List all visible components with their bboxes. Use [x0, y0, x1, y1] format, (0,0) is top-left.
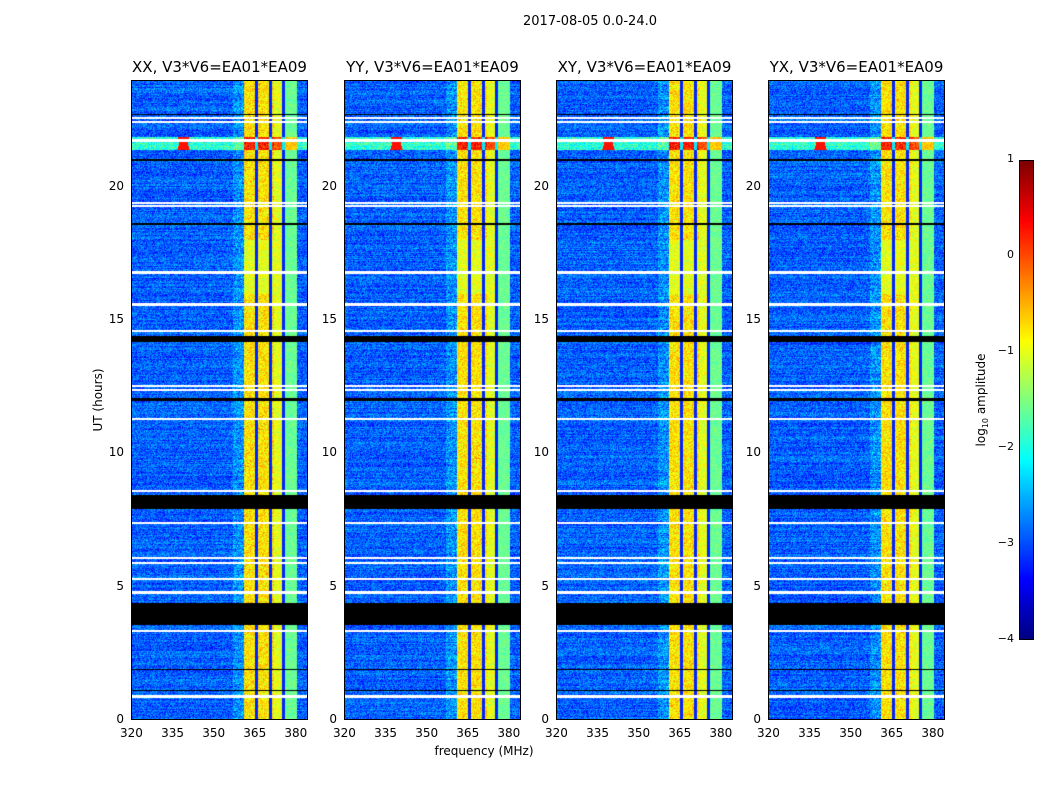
y-tick-label: 15 [108, 312, 124, 326]
spectrogram-panel-4: YX, V3*V6=EA01*EA09 320 335 350 365 380 0 5 10 15… [746, 58, 945, 740]
x-tick-label: 350 [627, 726, 651, 740]
x-tick-label: 350 [202, 726, 226, 740]
heatmap-image [556, 80, 733, 720]
panel-title: XX, V3*V6=EA01*EA09 [132, 58, 307, 76]
y-tick-label: 15 [533, 312, 549, 326]
colorbar-tick-label: −4 [997, 632, 1014, 645]
heatmap-image [344, 80, 521, 720]
colorbar-label: log10 amplitude [973, 353, 991, 447]
colorbar-tick-label: −2 [997, 440, 1014, 453]
x-tick-label: 320 [545, 726, 568, 740]
y-axis-label: UT (hours) [91, 368, 105, 432]
y-tick-label: 0 [329, 712, 337, 726]
x-tick-label: 365 [243, 726, 267, 740]
heatmap-image [131, 80, 308, 720]
axes-frame [131, 80, 308, 720]
axes-frame [768, 80, 945, 720]
y-tick-label: 0 [116, 712, 124, 726]
y-tick-label: 15 [321, 312, 337, 326]
colorbar [1019, 160, 1034, 640]
colorbar-tick-label: −3 [997, 536, 1014, 549]
x-tick-label: 335 [798, 726, 821, 740]
axes-frame [556, 80, 733, 720]
colorbar-tick-label: −1 [997, 344, 1014, 357]
spectrogram-panel-1: XX, V3*V6=EA01*EA09 320 335 350 365 380 0 5 10 15… [109, 58, 308, 740]
y-tick-label: 5 [329, 578, 337, 593]
panel-title: YX, V3*V6=EA01*EA09 [769, 58, 944, 76]
y-tick-label: 20 [533, 178, 549, 193]
y-tick-label: 20 [108, 178, 124, 193]
y-tick-label: 0 [753, 712, 761, 726]
y-tick-label: 10 [108, 445, 124, 460]
x-tick-label: 320 [120, 726, 143, 740]
figure-title: 2017-08-05 0.0-24.0 [523, 14, 657, 29]
panel-title: YY, V3*V6=EA01*EA09 [346, 58, 519, 76]
heatmap-image [768, 80, 945, 720]
y-tick-label: 5 [753, 578, 761, 593]
y-tick-label: 10 [533, 445, 549, 460]
x-tick-label: 320 [333, 726, 356, 740]
x-tick-label: 335 [161, 726, 184, 740]
x-tick-label: 380 [921, 726, 945, 740]
y-tick-label: 15 [745, 312, 761, 326]
y-tick-label: 20 [745, 178, 761, 193]
x-tick-label: 335 [586, 726, 609, 740]
y-tick-label: 5 [541, 578, 549, 593]
x-tick-label: 365 [456, 726, 480, 740]
colorbar-tick-label: 1 [1007, 152, 1014, 165]
x-tick-label: 350 [839, 726, 863, 740]
panel-title: XY, V3*V6=EA01*EA09 [557, 58, 732, 76]
x-tick-label: 320 [757, 726, 780, 740]
y-tick-label: 10 [745, 445, 761, 460]
x-tick-label: 335 [374, 726, 397, 740]
y-tick-label: 0 [541, 712, 549, 726]
axes-frame [344, 80, 521, 720]
x-axis-label: frequency (MHz) [434, 744, 534, 758]
y-tick-label: 20 [321, 178, 337, 193]
x-tick-label: 365 [668, 726, 692, 740]
x-tick-label: 350 [415, 726, 439, 740]
y-tick-label: 10 [321, 445, 337, 460]
x-tick-label: 365 [880, 726, 904, 740]
spectrogram-panel-2: YY, V3*V6=EA01*EA09 320 335 350 365 380 0 5 10 15… [322, 58, 521, 740]
x-tick-label: 380 [497, 726, 521, 740]
y-tick-label: 5 [116, 578, 124, 593]
x-tick-label: 380 [284, 726, 308, 740]
colorbar-tick-label: 0 [1007, 248, 1014, 261]
x-tick-label: 380 [709, 726, 733, 740]
spectrogram-panel-3: XY, V3*V6=EA01*EA09 320 335 350 365 380 0 5 10 15… [534, 58, 733, 740]
